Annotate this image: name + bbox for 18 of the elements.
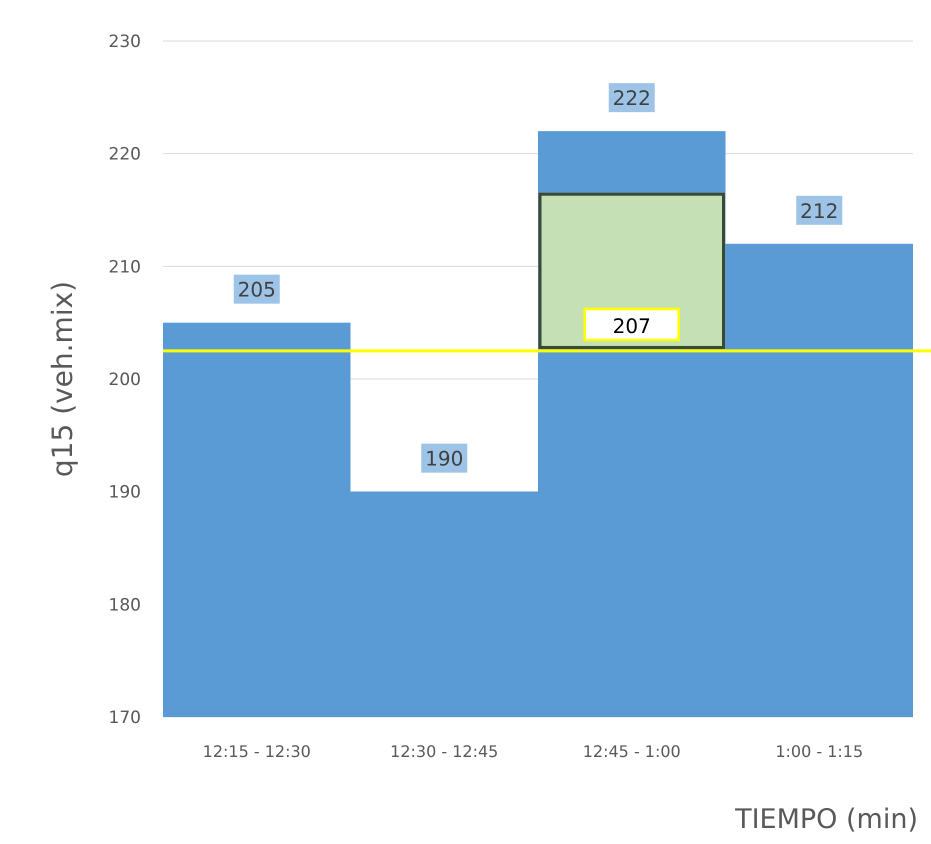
data-label: 205 bbox=[238, 278, 276, 302]
x-tick-label: 12:30 - 12:45 bbox=[390, 742, 498, 761]
y-tick-label: 170 bbox=[108, 708, 141, 728]
x-tick-label: 1:00 - 1:15 bbox=[775, 742, 864, 761]
x-tick-label: 12:15 - 12:30 bbox=[202, 742, 311, 761]
y-tick-label: 180 bbox=[108, 595, 141, 616]
data-label: 190 bbox=[425, 446, 464, 471]
x-tick-label: 12:45 - 1:00 bbox=[582, 742, 681, 761]
data-label: 222 bbox=[612, 86, 651, 110]
y-tick-label: 230 bbox=[108, 32, 141, 52]
y-tick-label: 190 bbox=[108, 482, 141, 503]
y-tick-label: 220 bbox=[108, 144, 141, 165]
annotation: 207 bbox=[612, 314, 651, 338]
y-tick-label: 200 bbox=[108, 370, 141, 390]
y-axis-title: q15 (veh.mix) bbox=[46, 280, 79, 478]
data-label: 212 bbox=[800, 198, 838, 223]
y-tick-label: 210 bbox=[108, 257, 141, 278]
x-axis-title: TIEMPO (min) bbox=[734, 804, 918, 835]
